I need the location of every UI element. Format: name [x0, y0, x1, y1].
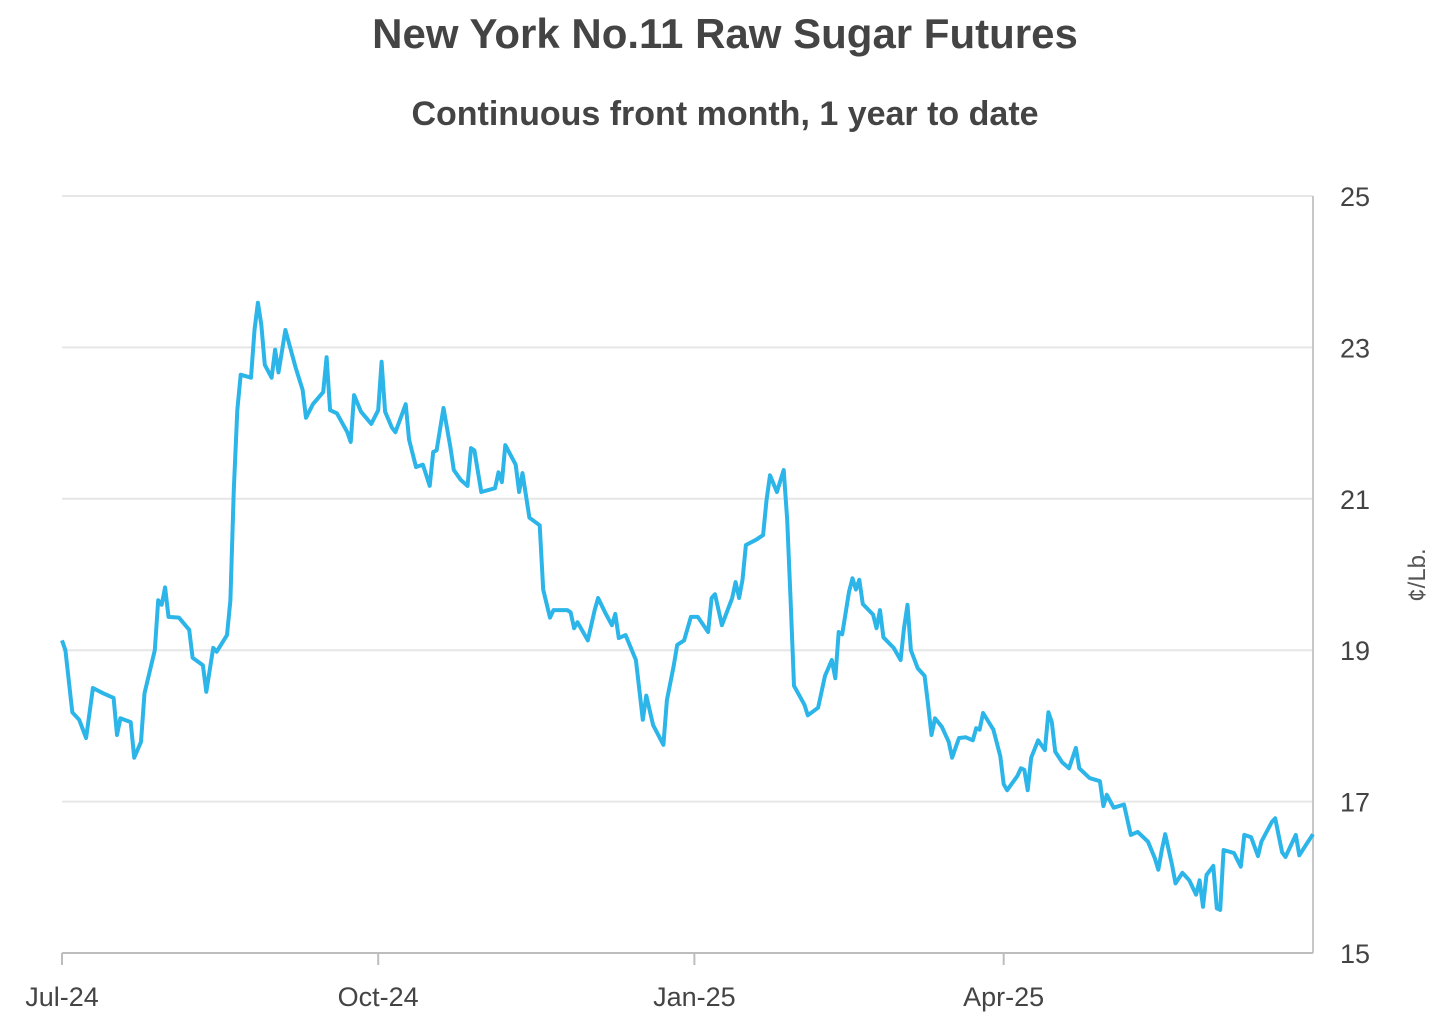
y-tick-label: 21 [1340, 485, 1370, 515]
chart-subtitle: Continuous front month, 1 year to date [411, 95, 1039, 133]
y-tick-label: 17 [1340, 788, 1370, 818]
y-axis-label: ¢/Lb. [1404, 548, 1431, 601]
x-tick-label: Jul-24 [25, 982, 99, 1012]
y-tick-label: 23 [1340, 333, 1370, 363]
y-tick-label: 19 [1340, 636, 1370, 666]
chart-title: New York No.11 Raw Sugar Futures [372, 10, 1078, 57]
y-tick-label: 25 [1340, 182, 1370, 212]
x-tick-label: Apr-25 [963, 982, 1044, 1012]
y-tick-label: 15 [1340, 939, 1370, 969]
x-tick-label: Jan-25 [653, 982, 736, 1012]
x-tick-label: Oct-24 [338, 982, 419, 1012]
series-line-raw-sugar [60, 300, 1315, 912]
